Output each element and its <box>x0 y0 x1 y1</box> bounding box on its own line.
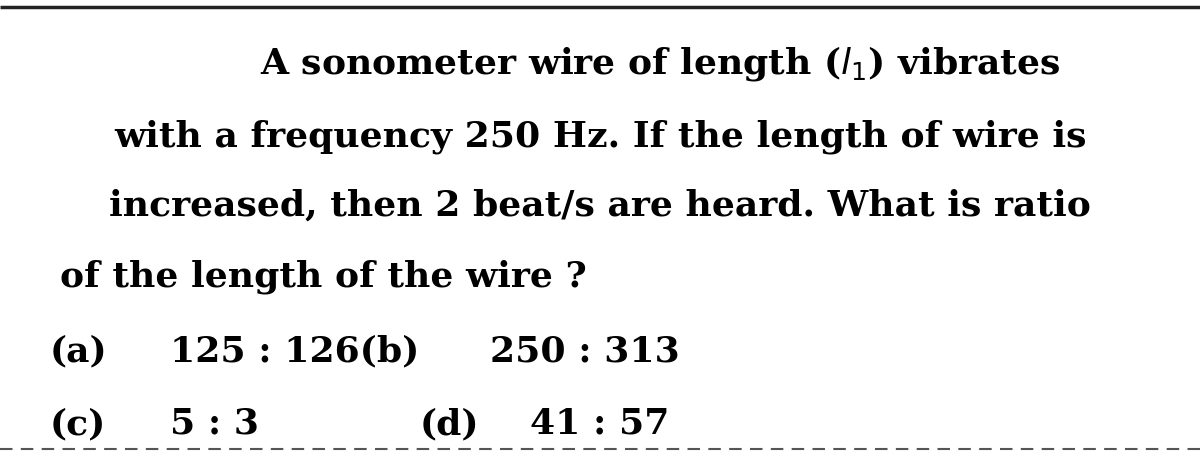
Text: with a frequency 250 Hz. If the length of wire is: with a frequency 250 Hz. If the length o… <box>114 119 1086 153</box>
Text: of the length of the wire ?: of the length of the wire ? <box>60 259 587 293</box>
Text: A sonometer wire of length ($\mathit{l}_1$) vibrates: A sonometer wire of length ($\mathit{l}_… <box>260 44 1060 83</box>
Text: 250 : 313: 250 : 313 <box>490 334 679 368</box>
Text: 5 : 3: 5 : 3 <box>170 407 259 441</box>
Text: 125 : 126(b): 125 : 126(b) <box>170 334 419 368</box>
Text: (a): (a) <box>50 334 108 368</box>
Text: (c): (c) <box>50 407 107 441</box>
Text: 41 : 57: 41 : 57 <box>530 407 670 441</box>
Text: increased, then 2 beat/s are heard. What is ratio: increased, then 2 beat/s are heard. What… <box>109 189 1091 223</box>
Text: (d): (d) <box>420 407 480 441</box>
